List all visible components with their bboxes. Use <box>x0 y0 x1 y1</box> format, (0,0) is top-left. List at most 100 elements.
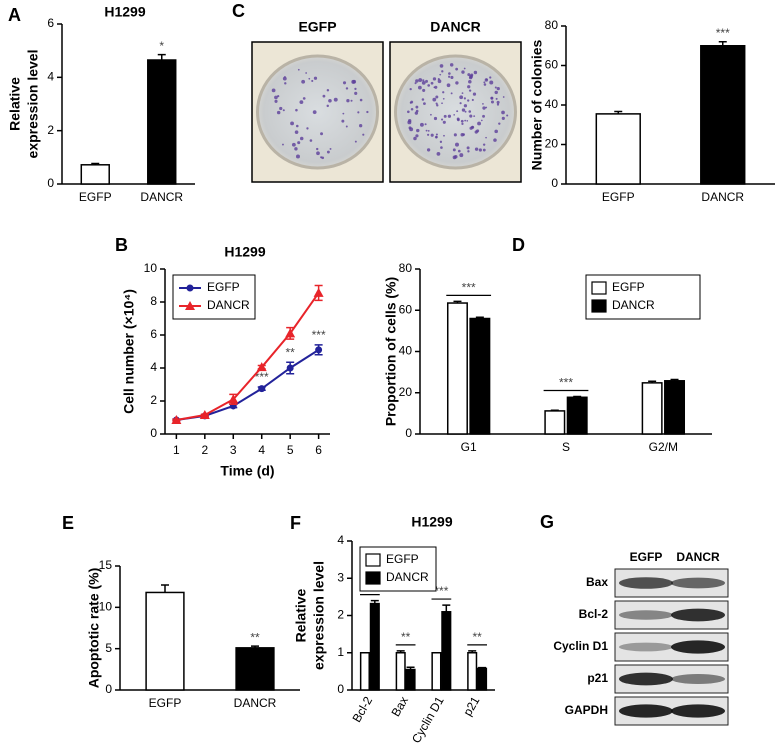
colony <box>461 70 465 74</box>
colony <box>455 67 459 71</box>
colony <box>437 79 442 84</box>
panel-label: G <box>540 512 554 532</box>
colony <box>496 103 500 106</box>
y-tick-label: 2 <box>47 123 54 137</box>
y-tick-label: 20 <box>545 137 559 151</box>
colony <box>456 117 460 121</box>
colony <box>315 147 319 151</box>
bar <box>369 602 380 691</box>
colony <box>467 99 470 102</box>
colony <box>493 138 497 142</box>
colony <box>496 87 500 91</box>
colony <box>485 106 488 109</box>
colony <box>446 83 451 88</box>
colony <box>346 99 350 103</box>
colony <box>490 100 494 104</box>
colony <box>430 133 434 137</box>
colony <box>442 91 445 94</box>
colony <box>501 116 505 120</box>
colony <box>305 72 308 74</box>
colony <box>306 127 309 130</box>
panel-label: C <box>232 1 245 21</box>
colony <box>432 97 437 102</box>
y-axis-label: Relative <box>293 588 309 642</box>
error-bar <box>468 650 477 653</box>
colony <box>320 132 324 136</box>
x-tick-label: DANCR <box>140 190 183 204</box>
colony <box>282 109 285 112</box>
colony <box>476 129 480 133</box>
x-tick-label: 6 <box>315 443 322 457</box>
colony <box>452 155 457 160</box>
colony <box>326 150 330 154</box>
colony <box>453 114 455 116</box>
x-tick-label: G1 <box>461 440 477 454</box>
colony <box>482 143 486 146</box>
panel-label: D <box>512 235 525 255</box>
colony <box>295 124 299 128</box>
legend-box <box>172 274 256 320</box>
plate <box>256 54 379 170</box>
y-tick-label: 0 <box>551 176 558 190</box>
colony <box>459 95 464 100</box>
colony <box>414 82 417 85</box>
significance: * <box>159 39 164 53</box>
colony <box>417 85 422 90</box>
colony <box>464 110 467 113</box>
colony <box>354 140 357 143</box>
blot-band <box>619 642 673 652</box>
bar <box>467 652 478 691</box>
colony <box>434 85 438 89</box>
colony <box>409 87 412 91</box>
colony <box>425 129 428 132</box>
y-tick-label: 20 <box>399 385 413 399</box>
y-tick-label: 0 <box>405 426 412 440</box>
colony <box>430 81 434 85</box>
colony <box>408 126 412 130</box>
colony <box>357 111 360 114</box>
colony <box>441 102 443 105</box>
x-tick-label: 2 <box>201 443 208 457</box>
colony <box>410 107 414 111</box>
legend-swatch <box>591 299 607 313</box>
colony <box>456 110 459 113</box>
chart-title: H1299 <box>411 514 452 530</box>
colony <box>467 73 471 77</box>
bar <box>469 317 491 435</box>
colony <box>490 96 494 100</box>
colony <box>282 143 284 146</box>
colony <box>359 124 363 128</box>
colony <box>351 79 356 84</box>
error-bar <box>475 316 484 319</box>
colony <box>302 97 306 100</box>
colony <box>409 101 412 104</box>
colony <box>345 87 349 90</box>
panel-label: A <box>8 5 21 25</box>
point <box>171 414 182 424</box>
bar <box>441 611 452 691</box>
colony <box>416 128 420 133</box>
colony <box>472 92 477 96</box>
colony <box>422 79 425 82</box>
error-bar <box>442 604 451 612</box>
x-tick-label: Cyclin D1 <box>409 694 447 746</box>
x-tick-label: EGFP <box>149 696 182 710</box>
colony <box>466 146 470 150</box>
point <box>228 394 239 404</box>
series-line <box>176 349 320 421</box>
x-tick-label: G2/M <box>649 440 678 454</box>
colony <box>463 97 466 100</box>
colony <box>480 119 483 122</box>
colony <box>322 94 326 98</box>
colony <box>506 114 509 117</box>
error-bar <box>161 584 169 593</box>
colony <box>427 133 430 136</box>
colony <box>461 108 466 112</box>
colony <box>485 78 488 81</box>
legend-label: EGFP <box>207 280 240 294</box>
colony <box>459 153 464 158</box>
panel-label: E <box>62 513 74 533</box>
colony <box>291 142 296 147</box>
y-tick-label: 5 <box>105 641 112 655</box>
colony <box>301 79 306 84</box>
